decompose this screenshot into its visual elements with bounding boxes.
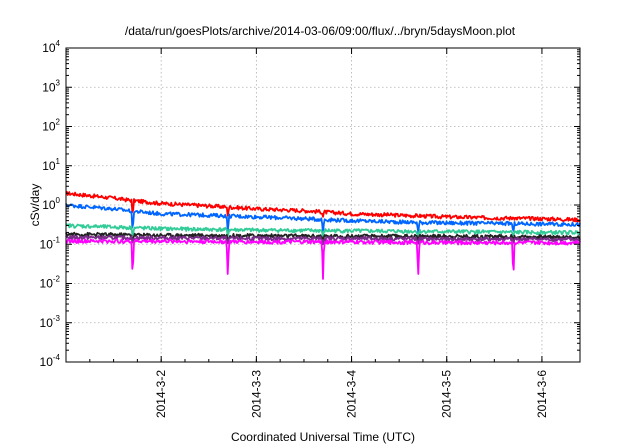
y-axis-label: cSv/day <box>28 184 42 227</box>
y-tick-label: 101 <box>42 157 60 173</box>
series-line-5 <box>65 234 581 246</box>
y-axis: 10-4 10-3 10-2 10-1 100 101 102 103 104 <box>40 39 580 369</box>
x-axis: 2014-3-2 2014-3-3 2014-3-4 2014-3-5 2014-3-6 <box>65 48 549 418</box>
y-tick-label: 104 <box>42 39 60 55</box>
y-tick-label: 103 <box>42 78 60 94</box>
x-tick-label: 2014-3-4 <box>345 370 359 418</box>
y-tick-label: 10-4 <box>40 353 61 369</box>
x-axis-label: Coordinated Universal Time (UTC) <box>231 430 415 444</box>
series-line-1 <box>65 190 581 223</box>
grid <box>66 47 580 363</box>
series-line-6 <box>65 238 581 280</box>
y-tick-label: 100 <box>42 196 60 212</box>
series-group <box>65 190 581 280</box>
x-tick-label: 2014-3-5 <box>440 370 454 418</box>
chart-title: /data/run/goesPlots/archive/2014-03-06/0… <box>125 24 516 38</box>
y-tick-label: 102 <box>42 118 60 134</box>
y-tick-label: 10-2 <box>40 275 61 291</box>
y-tick-label: 10-3 <box>40 314 61 330</box>
x-tick-label: 2014-3-3 <box>249 370 263 418</box>
y-tick-label: 10-1 <box>40 235 61 251</box>
x-tick-label: 2014-3-6 <box>535 370 549 418</box>
x-tick-label: 2014-3-2 <box>154 370 168 418</box>
